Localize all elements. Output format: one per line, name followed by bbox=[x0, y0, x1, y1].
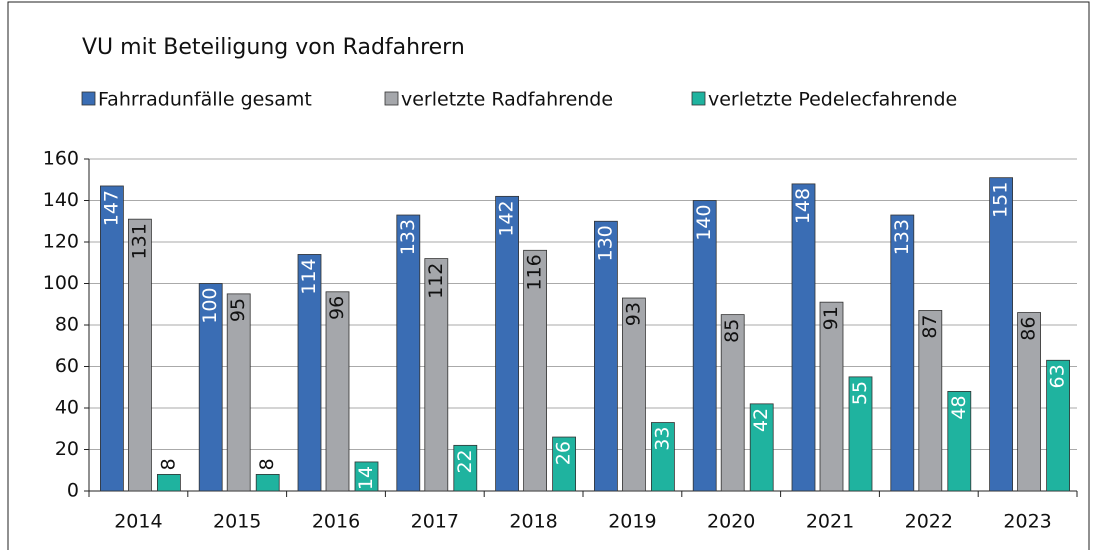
data-label: 42 bbox=[750, 408, 772, 432]
bar bbox=[848, 376, 873, 492]
bar bbox=[156, 473, 181, 492]
legend-swatch bbox=[81, 91, 96, 106]
data-label: 85 bbox=[721, 319, 743, 343]
data-label: 148 bbox=[792, 188, 814, 224]
y-tick-label: 20 bbox=[55, 438, 79, 460]
data-label: 147 bbox=[100, 190, 122, 226]
frame bbox=[7, 1, 1090, 550]
bar bbox=[453, 444, 478, 492]
data-label: 140 bbox=[693, 205, 715, 241]
legend-label: verletzte Radfahrende bbox=[401, 89, 613, 111]
bar bbox=[255, 473, 280, 492]
bar bbox=[523, 249, 547, 492]
data-label: 130 bbox=[594, 225, 616, 261]
bar bbox=[127, 218, 152, 492]
data-label: 8 bbox=[157, 458, 179, 470]
y-tick-label: 160 bbox=[43, 148, 79, 170]
legend-label: Fahrradunfälle gesamt bbox=[98, 89, 312, 111]
bar bbox=[918, 310, 943, 492]
chart-title: VU mit Beteiligung von Radfahrern bbox=[82, 35, 465, 60]
x-tick-label: 2021 bbox=[806, 511, 854, 533]
x-tick-label: 2022 bbox=[905, 511, 953, 533]
y-tick-label: 80 bbox=[55, 314, 79, 336]
bar bbox=[1017, 312, 1041, 492]
legend-label: verletzte Pedelecfahrende bbox=[708, 89, 957, 111]
bar bbox=[890, 214, 915, 492]
data-label: 86 bbox=[1018, 317, 1040, 341]
data-label: 151 bbox=[990, 182, 1012, 218]
bar bbox=[622, 297, 646, 492]
bar bbox=[396, 214, 421, 492]
x-tick-label: 2018 bbox=[509, 511, 557, 533]
data-label: 26 bbox=[553, 441, 575, 465]
bar bbox=[819, 301, 844, 492]
bar bbox=[692, 200, 717, 492]
bar bbox=[552, 436, 576, 492]
data-label: 133 bbox=[891, 219, 913, 255]
bar bbox=[325, 291, 350, 492]
y-tick-label: 100 bbox=[43, 272, 79, 294]
data-label: 96 bbox=[326, 296, 348, 320]
bar bbox=[749, 403, 774, 492]
data-label: 8 bbox=[256, 458, 278, 470]
y-tick-label: 0 bbox=[67, 480, 79, 502]
bar bbox=[720, 314, 745, 492]
bar bbox=[594, 220, 618, 492]
data-label: 22 bbox=[454, 449, 476, 473]
data-label: 116 bbox=[524, 254, 546, 290]
y-tick-label: 60 bbox=[55, 355, 79, 377]
data-label: 95 bbox=[227, 298, 249, 322]
x-tick-label: 2017 bbox=[411, 511, 459, 533]
bar bbox=[791, 183, 816, 492]
x-tick-label: 2020 bbox=[707, 511, 755, 533]
y-tick-label: 40 bbox=[55, 397, 79, 419]
data-label: 91 bbox=[820, 306, 842, 330]
x-tick-label: 2016 bbox=[312, 511, 360, 533]
bar bbox=[198, 283, 223, 492]
data-label: 114 bbox=[298, 258, 320, 294]
bar bbox=[495, 195, 520, 492]
y-tick-label: 120 bbox=[43, 231, 79, 253]
data-label: 112 bbox=[425, 263, 447, 299]
bar bbox=[297, 254, 322, 492]
data-label: 100 bbox=[199, 288, 221, 324]
bar bbox=[989, 177, 1013, 492]
x-tick-label: 2015 bbox=[213, 511, 261, 533]
legend-swatch bbox=[384, 91, 399, 106]
x-tick-label: 2019 bbox=[608, 511, 656, 533]
data-label: 48 bbox=[948, 395, 970, 419]
data-label: 14 bbox=[355, 466, 377, 490]
data-label: 133 bbox=[397, 219, 419, 255]
bar bbox=[354, 461, 379, 492]
data-label: 63 bbox=[1047, 364, 1069, 388]
x-tick-label: 2014 bbox=[114, 511, 162, 533]
y-tick-label: 140 bbox=[43, 189, 79, 211]
data-label: 55 bbox=[849, 381, 871, 405]
x-tick-label: 2023 bbox=[1003, 511, 1051, 533]
data-label: 93 bbox=[622, 302, 644, 326]
data-label: 33 bbox=[651, 427, 673, 451]
bar bbox=[947, 390, 972, 492]
data-label: 142 bbox=[496, 200, 518, 236]
bar bbox=[1046, 359, 1070, 492]
legend-swatch bbox=[691, 91, 706, 106]
data-label: 87 bbox=[919, 314, 941, 338]
bar bbox=[651, 422, 675, 492]
bar bbox=[226, 293, 251, 492]
data-label: 131 bbox=[128, 223, 150, 259]
bar bbox=[100, 185, 124, 492]
bar bbox=[424, 258, 449, 492]
